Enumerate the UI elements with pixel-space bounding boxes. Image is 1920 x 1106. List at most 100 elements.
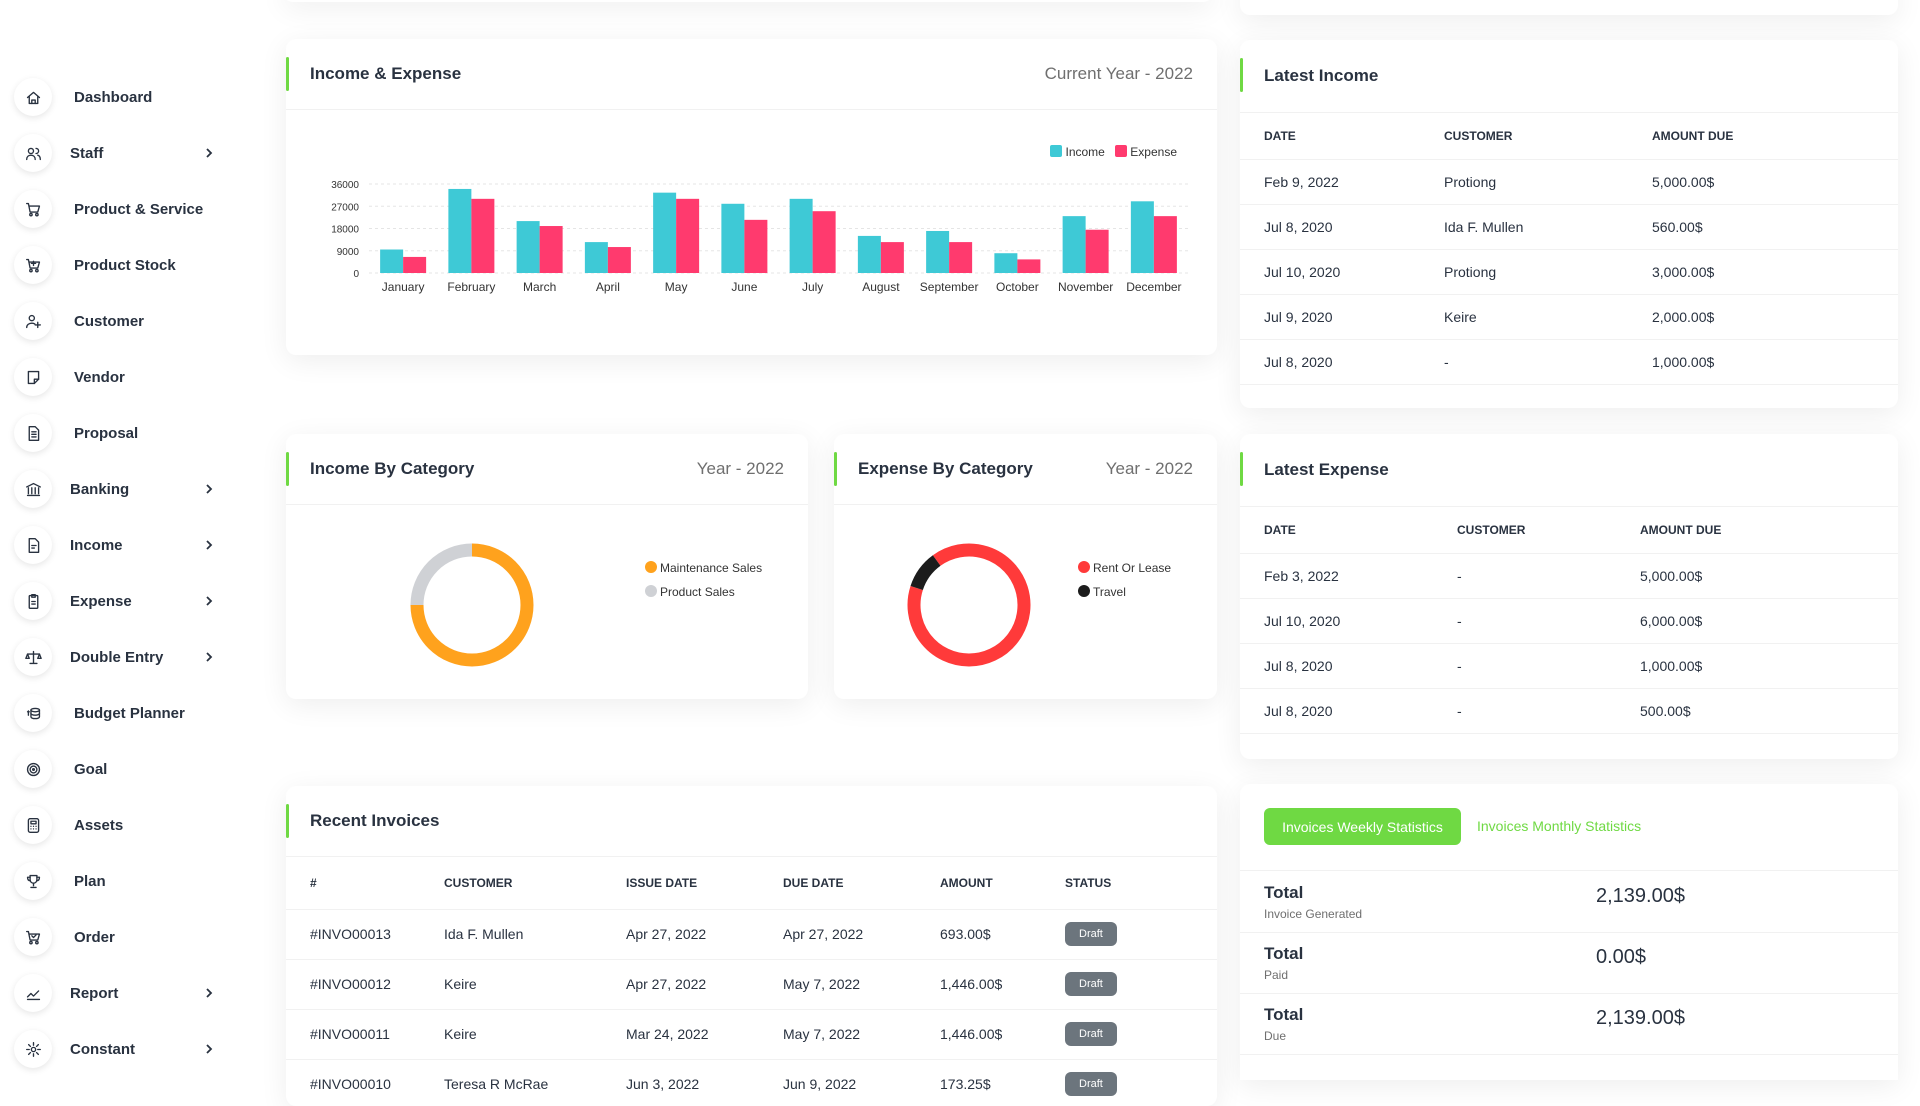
legend-dot (1078, 585, 1090, 597)
tab-monthly-statistics[interactable]: Invoices Monthly Statistics (1477, 818, 1642, 834)
table-row[interactable]: Feb 9, 2022 Protiong 5,000.00$ (1240, 159, 1898, 205)
table-header-row: # CUSTOMER ISSUE DATE DUE DATE AMOUNT ST… (286, 857, 1217, 910)
sidebar-item-expense[interactable]: Expense (14, 579, 234, 623)
sidebar-item-budget-planner[interactable]: Budget Planner (14, 691, 234, 735)
sidebar-item-vendor[interactable]: Vendor (14, 355, 234, 399)
cell-invoice-number: #INVO00011 (286, 1009, 444, 1060)
legend-label: Maintenance Sales (660, 561, 763, 575)
legend-item[interactable]: Product Sales (645, 580, 762, 604)
table-row[interactable]: Jul 8, 2020-1,000.00$ (1240, 643, 1898, 689)
sidebar-item-product-stock[interactable]: Product Stock (14, 243, 234, 287)
bar-income-march[interactable] (516, 221, 540, 273)
cell-issue-date: Apr 27, 2022 (626, 959, 783, 1010)
legend-item[interactable]: Rent Or Lease (1078, 556, 1171, 580)
sidebar-item-staff[interactable]: Staff (14, 131, 234, 175)
bar-expense-august[interactable] (880, 242, 904, 273)
bar-income-february[interactable] (448, 188, 472, 273)
sidebar-item-customer[interactable]: Customer (14, 299, 234, 343)
cell-due-date: Jun 9, 2022 (783, 1059, 940, 1106)
table-row[interactable]: Jul 8, 2020-1,000.00$ (1240, 339, 1898, 385)
table-header-row: DATE CUSTOMER AMOUNT DUE (1240, 113, 1898, 160)
expense-by-category-card: Expense By Category Year - 2022 Rent Or … (834, 434, 1217, 699)
bar-income-december[interactable] (1130, 201, 1154, 273)
sidebar-item-label: Product Stock (74, 256, 176, 274)
sidebar-item-order[interactable]: Order (14, 915, 234, 959)
cell-status: Draft (1065, 909, 1217, 960)
sidebar-item-double-entry[interactable]: Double Entry (14, 635, 234, 679)
donut-slice-travel[interactable] (910, 555, 941, 591)
sidebar-item-plan[interactable]: Plan (14, 859, 234, 903)
table-row[interactable]: #INVO00013 Ida F. Mullen Apr 27, 2022 Apr 2… (286, 909, 1217, 960)
bar-expense-february[interactable] (471, 198, 495, 273)
bar-income-june[interactable] (721, 203, 745, 273)
x-tick-label: July (802, 280, 823, 294)
chevron-right-icon (202, 146, 216, 160)
file-text-icon (14, 414, 52, 452)
bar-income-august[interactable] (857, 235, 881, 273)
sidebar-item-label: Constant (70, 1040, 135, 1058)
sidebar-item-constant[interactable]: Constant (14, 1027, 234, 1071)
col-amount: AMOUNT (940, 857, 1065, 910)
coins-icon (14, 694, 52, 732)
table-row[interactable]: Jul 8, 2020-500.00$ (1240, 688, 1898, 734)
bar-income-november[interactable] (1062, 216, 1086, 273)
bar-expense-may[interactable] (676, 198, 700, 273)
card-accent (834, 452, 837, 486)
bar-income-may[interactable] (653, 192, 677, 273)
sidebar-item-label: Double Entry (70, 648, 164, 666)
donut-slice-product-sales[interactable] (410, 543, 473, 606)
sidebar-item-report[interactable]: Report (14, 971, 234, 1015)
legend-item[interactable]: Maintenance Sales (645, 556, 762, 580)
legend-item[interactable]: Travel (1078, 580, 1171, 604)
bar-expense-december[interactable] (1153, 216, 1177, 273)
bar-income-september[interactable] (926, 230, 950, 273)
bar-expense-july[interactable] (812, 211, 836, 273)
bar-expense-november[interactable] (1085, 229, 1109, 273)
sidebar-item-dashboard[interactable]: Dashboard (14, 75, 234, 119)
stat-subtitle: Invoice Generated (1264, 907, 1363, 921)
chart-legend[interactable]: Income Expense (1050, 143, 1177, 161)
table-row[interactable]: #INVO00010 Teresa R McRae Jun 3, 2022 Jun 9… (286, 1059, 1217, 1106)
bar-expense-january[interactable] (403, 256, 427, 273)
bar-expense-march[interactable] (539, 226, 563, 273)
scale-icon (14, 638, 52, 676)
bar-income-january[interactable] (380, 249, 404, 273)
bar-expense-september[interactable] (949, 242, 973, 273)
table-row[interactable]: Jul 9, 2020 Keire 2,000.00$ (1240, 294, 1898, 340)
chart-line-icon (14, 974, 52, 1012)
donut-slice-rent-or-lease[interactable] (907, 543, 1031, 667)
sidebar-item-assets[interactable]: Assets (14, 803, 234, 847)
sidebar-item-income[interactable]: Income (14, 523, 234, 567)
bar-income-october[interactable] (994, 253, 1018, 273)
sidebar-item-proposal[interactable]: Proposal (14, 411, 234, 455)
cell-customer: Protiong (1444, 159, 1652, 205)
cell-amount-due: 1,000.00$ (1640, 643, 1898, 689)
legend-dot (645, 585, 657, 597)
bar-income-april[interactable] (584, 242, 608, 273)
sidebar-item-label: Banking (70, 480, 130, 498)
table-row[interactable]: #INVO00012 Keire Apr 27, 2022 May 7, 2022 1,… (286, 959, 1217, 1010)
latest-income-card: Latest Income DATE CUSTOMER AMOUNT DUE F… (1240, 40, 1898, 408)
stat-title: Total (1264, 944, 1304, 963)
cell-customer: - (1457, 643, 1640, 689)
bar-expense-june[interactable] (744, 219, 768, 273)
cell-issue-date: Apr 27, 2022 (626, 909, 783, 960)
legend-expense-label: Expense (1130, 145, 1177, 159)
table-row[interactable]: Feb 3, 2022-5,000.00$ (1240, 553, 1898, 599)
status-badge: Draft (1065, 922, 1117, 946)
table-header-row: DATE CUSTOMER AMOUNT DUE (1240, 507, 1898, 554)
sidebar-item-goal[interactable]: Goal (14, 747, 234, 791)
chevron-right-icon (202, 650, 216, 664)
legend-dot (1078, 561, 1090, 573)
bar-expense-october[interactable] (1017, 259, 1041, 273)
table-row[interactable]: #INVO00011 Keire Mar 24, 2022 May 7, 2022 1,… (286, 1009, 1217, 1060)
bar-income-july[interactable] (789, 198, 813, 273)
table-row[interactable]: Jul 10, 2020 Protiong 3,000.00$ (1240, 249, 1898, 295)
tab-weekly-statistics[interactable]: Invoices Weekly Statistics (1264, 808, 1461, 845)
table-row[interactable]: Jul 10, 2020-6,000.00$ (1240, 598, 1898, 644)
table-row[interactable]: Jul 8, 2020 Ida F. Mullen 560.00$ (1240, 204, 1898, 250)
sidebar-item-banking[interactable]: Banking (14, 467, 234, 511)
bar-expense-april[interactable] (607, 247, 631, 273)
sidebar-item-product-service[interactable]: Product & Service (14, 187, 234, 231)
donut-slice-maintenance-sales[interactable] (410, 543, 534, 667)
